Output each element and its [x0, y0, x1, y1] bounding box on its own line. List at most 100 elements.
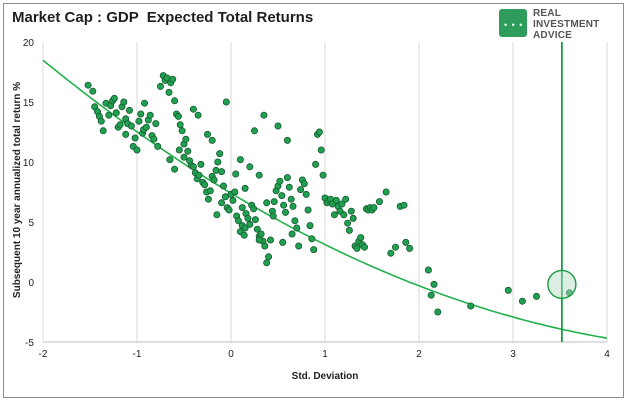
data-point — [263, 259, 271, 267]
data-point — [182, 135, 190, 143]
data-point — [189, 105, 197, 113]
data-point — [402, 238, 410, 246]
x-tick-label: 2 — [416, 349, 422, 360]
data-point — [338, 200, 346, 208]
data-point — [370, 204, 378, 212]
data-point — [279, 238, 287, 246]
data-point — [219, 182, 227, 190]
data-point — [289, 202, 297, 210]
data-point — [319, 171, 327, 179]
data-point — [222, 98, 230, 106]
grid-lines — [42, 42, 608, 343]
data-point — [116, 121, 124, 129]
data-point — [360, 243, 368, 251]
data-point — [84, 81, 92, 89]
data-point — [166, 156, 174, 164]
data-point — [241, 184, 249, 192]
data-point — [165, 88, 173, 96]
data-point — [250, 127, 258, 135]
data-point — [274, 122, 282, 130]
data-point — [330, 211, 338, 219]
data-point — [391, 243, 399, 251]
data-point — [122, 130, 130, 138]
data-point — [150, 135, 158, 143]
data-point — [135, 117, 143, 125]
data-point — [344, 219, 352, 227]
data-point — [154, 142, 162, 150]
data-point — [208, 136, 216, 144]
chat-bubble-icon: • • • — [499, 9, 527, 37]
data-point — [142, 123, 150, 131]
logo-line2: INVESTMENT — [533, 19, 600, 30]
data-point — [269, 212, 277, 220]
data-point — [156, 82, 164, 90]
data-point — [213, 211, 221, 219]
data-point — [518, 297, 526, 305]
data-point — [255, 171, 263, 179]
data-point — [238, 204, 246, 212]
logo: • • • REAL INVESTMENT ADVICE — [499, 7, 619, 41]
data-point — [263, 199, 271, 207]
y-tick-label: 5 — [28, 218, 34, 229]
data-point — [251, 216, 259, 224]
data-point — [99, 127, 107, 135]
data-point — [244, 214, 252, 222]
data-point — [120, 98, 128, 106]
data-point — [189, 163, 197, 171]
data-point — [424, 266, 432, 274]
data-point — [210, 176, 218, 184]
data-point — [332, 196, 340, 204]
y-axis-title: Subsequent 10 year annualized total retu… — [12, 82, 23, 298]
chart-title: Market Cap : GDP Expected Total Returns — [12, 9, 314, 26]
data-point — [308, 235, 316, 243]
data-point — [281, 208, 289, 216]
data-point — [285, 183, 293, 191]
data-point — [126, 106, 134, 114]
data-point — [197, 160, 205, 168]
data-point — [300, 180, 308, 188]
data-point — [146, 111, 154, 119]
data-point — [387, 249, 395, 257]
data-points — [84, 72, 573, 316]
data-point — [232, 170, 240, 178]
data-point — [133, 146, 141, 154]
data-point — [214, 158, 222, 166]
data-point — [276, 177, 284, 185]
data-point — [171, 97, 179, 105]
data-point — [240, 231, 248, 239]
data-point — [171, 165, 179, 173]
data-point — [175, 146, 183, 154]
data-point — [89, 87, 97, 95]
data-point — [310, 246, 318, 254]
data-point — [131, 134, 139, 142]
data-point — [265, 253, 273, 261]
x-tick-labels: -2 -1 0 1 2 3 4 — [39, 349, 611, 360]
data-point — [340, 211, 348, 219]
data-point — [260, 111, 268, 119]
y-tick-label: 20 — [23, 38, 35, 49]
y-tick-labels: -5 0 5 10 15 20 — [23, 38, 35, 349]
data-point — [293, 224, 301, 232]
data-point — [218, 168, 226, 176]
data-point — [137, 110, 145, 118]
y-tick-label: 0 — [28, 278, 34, 289]
logo-line1: REAL — [533, 8, 562, 19]
data-point — [270, 198, 278, 206]
data-point — [204, 195, 212, 203]
data-point — [353, 244, 361, 252]
data-point — [382, 188, 390, 196]
data-point — [212, 166, 220, 174]
x-tick-label: -1 — [133, 349, 142, 360]
x-tick-label: 3 — [510, 349, 516, 360]
data-point — [246, 163, 254, 171]
data-point — [231, 188, 239, 196]
data-point — [312, 160, 320, 168]
data-point — [110, 94, 118, 102]
data-point — [174, 112, 182, 120]
data-point — [112, 109, 120, 117]
data-point — [257, 230, 265, 238]
data-point — [288, 230, 296, 238]
data-point — [184, 147, 192, 155]
data-point — [304, 206, 312, 214]
